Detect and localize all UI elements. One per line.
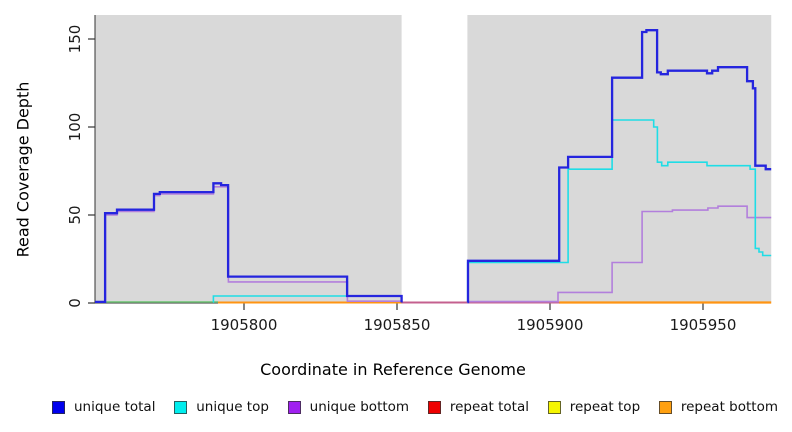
legend-label: repeat top <box>569 399 641 415</box>
legend-item-unique-bottom: unique bottom <box>287 399 410 415</box>
series-unique-total <box>95 182 403 304</box>
covered-region-right <box>467 15 772 303</box>
legend-swatch-unique-top <box>174 400 188 414</box>
series-unique-top <box>466 119 772 303</box>
legend: unique total unique top unique bottom repea… <box>52 399 778 415</box>
y-axis-title: Read Coverage Depth <box>13 81 33 258</box>
legend-swatch-unique-bottom <box>287 400 301 414</box>
y-tick-label: 50 <box>66 205 84 224</box>
legend-label: repeat total <box>449 399 529 415</box>
covered-region-left <box>94 15 402 303</box>
legend-item-repeat-bottom: repeat bottom <box>658 399 778 415</box>
series-unique-total <box>466 29 772 304</box>
legend-label: unique top <box>196 399 269 415</box>
legend-swatch-repeat-top <box>547 400 561 414</box>
legend-label: repeat bottom <box>680 399 778 415</box>
x-tick-label: 1905950 <box>670 316 737 334</box>
legend-item-repeat-top: repeat top <box>547 399 641 415</box>
legend-item-unique-top: unique top <box>174 399 269 415</box>
y-tick-label: 0 <box>66 298 84 308</box>
y-tick-label: 100 <box>66 113 84 142</box>
x-tick-label: 1905800 <box>211 316 278 334</box>
legend-item-repeat-total: repeat total <box>427 399 529 415</box>
x-axis-title-text: Coordinate in Reference Genome <box>260 360 526 379</box>
legend-item-unique-total: unique total <box>52 399 155 415</box>
x-tick-label: 1905900 <box>517 316 584 334</box>
x-axis-title: Coordinate in Reference Genome <box>0 360 792 379</box>
y-tick-label: 150 <box>66 25 84 54</box>
legend-label: unique bottom <box>309 399 410 415</box>
coverage-plot: 1905800 1905850 1905900 1905950 0 50 100 150 <box>66 15 772 334</box>
legend-label: unique total <box>74 399 156 415</box>
x-tick-label: 1905850 <box>364 316 431 334</box>
legend-swatch-repeat-bottom <box>658 400 672 414</box>
legend-swatch-repeat-total <box>427 400 441 414</box>
legend-swatch-unique-total <box>52 400 65 414</box>
series-unique-bottom <box>467 205 772 303</box>
